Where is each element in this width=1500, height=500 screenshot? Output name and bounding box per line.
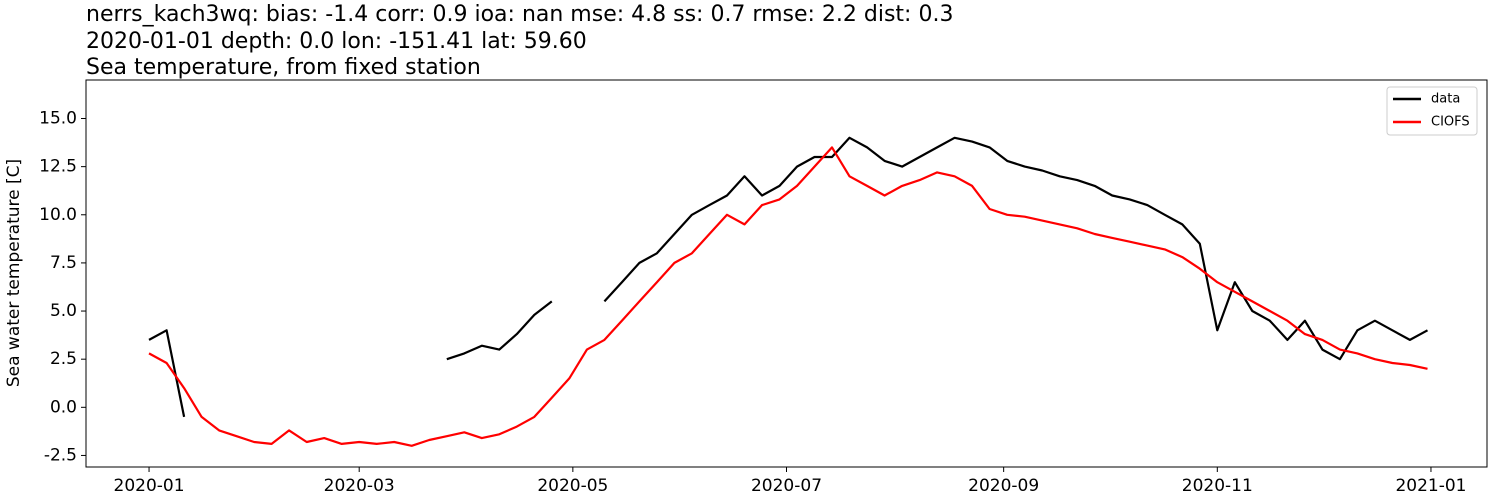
x-tick-label: 2020-05 (537, 476, 608, 496)
x-tick-label: 2020-03 (324, 476, 395, 496)
line-series (148, 136, 1429, 418)
x-tick-label: 2020-07 (751, 476, 822, 496)
x-tick-label: 2020-11 (1182, 476, 1253, 496)
y-tick-label: 2.5 (50, 349, 77, 369)
x-tick-label: 2021-01 (1395, 476, 1466, 496)
y-tick-label: 0.0 (50, 397, 77, 417)
legend-label: data (1431, 92, 1460, 107)
plot-frame (85, 79, 1488, 468)
chart-title: 2020-01-01 depth: 0.0 lon: -151.41 lat: … (86, 29, 587, 54)
y-tick-label: 7.5 (50, 253, 77, 273)
chart-title: nerrs_kach3wq: bias: -1.4 corr: 0.9 ioa:… (86, 2, 953, 27)
y-tick-label: 5.0 (50, 301, 77, 321)
y-tick-label: 10.0 (39, 205, 77, 225)
y-tick-label: 15.0 (39, 109, 77, 129)
y-tick-label: 12.5 (39, 157, 77, 177)
y-axis-label: Sea water temperature [C] (4, 159, 24, 387)
chart-title: Sea temperature, from fixed station (86, 55, 481, 80)
legend-label: CIOFS (1431, 115, 1470, 130)
x-tick-label: 2020-01 (114, 476, 185, 496)
y-tick-label: -2.5 (44, 445, 77, 465)
x-tick-label: 2020-09 (968, 476, 1039, 496)
line-series (148, 146, 1428, 447)
